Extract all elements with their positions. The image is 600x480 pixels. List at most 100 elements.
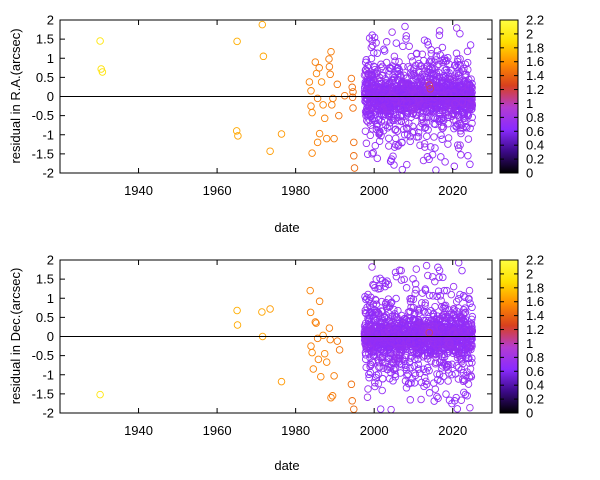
data-point xyxy=(456,290,464,299)
data-point xyxy=(407,320,415,329)
data-point xyxy=(438,135,446,143)
data-point xyxy=(425,81,433,89)
data-point xyxy=(467,320,476,328)
data-point xyxy=(405,42,413,51)
ra-points xyxy=(96,20,477,173)
data-point xyxy=(440,102,448,110)
dec-y-axis-label: residual in Dec.(arcsec) xyxy=(8,268,23,405)
data-point xyxy=(402,32,411,40)
colorbar-tick-label: 0 xyxy=(526,406,533,421)
data-point xyxy=(387,338,395,346)
data-point xyxy=(378,307,387,316)
data-point xyxy=(362,71,370,79)
data-point xyxy=(450,162,459,171)
colorbar-tick-label: 0.4 xyxy=(526,138,544,153)
data-point xyxy=(315,129,324,138)
data-point xyxy=(379,126,388,135)
data-point xyxy=(367,121,375,129)
data-point xyxy=(425,366,433,375)
data-point xyxy=(415,98,424,106)
data-point xyxy=(389,152,397,160)
data-point xyxy=(325,324,334,332)
data-point xyxy=(326,335,334,344)
data-point xyxy=(430,70,438,79)
data-point xyxy=(452,122,460,130)
data-point xyxy=(381,279,390,287)
data-point xyxy=(387,361,395,370)
data-point xyxy=(446,316,455,325)
data-point xyxy=(454,69,463,78)
data-point xyxy=(315,297,324,306)
data-point xyxy=(436,292,445,300)
data-point xyxy=(453,57,462,66)
data-point xyxy=(394,117,402,125)
data-point xyxy=(442,390,450,398)
data-point xyxy=(449,282,458,291)
data-point xyxy=(457,396,466,404)
data-point xyxy=(432,105,441,113)
data-point xyxy=(423,108,431,116)
data-point xyxy=(438,43,447,52)
data-point xyxy=(430,93,439,102)
ra-y-axis-label: residual in R.A.(arcsec) xyxy=(8,28,23,163)
data-point xyxy=(435,266,444,275)
data-point xyxy=(381,86,389,94)
data-point xyxy=(333,80,342,89)
data-point xyxy=(402,99,411,107)
data-point xyxy=(378,319,386,327)
data-point xyxy=(411,61,420,70)
data-point xyxy=(451,370,460,378)
data-point xyxy=(459,306,468,314)
y-tick-label: 2 xyxy=(47,13,54,28)
x-tick-label: 1940 xyxy=(124,423,153,438)
data-point xyxy=(371,295,380,304)
data-point xyxy=(386,342,394,350)
data-point xyxy=(233,306,241,315)
data-point xyxy=(394,141,403,149)
data-point xyxy=(377,80,386,88)
data-point xyxy=(454,363,463,372)
data-point xyxy=(463,391,471,400)
data-point xyxy=(423,38,432,46)
data-point xyxy=(370,338,379,347)
data-point xyxy=(393,356,402,365)
data-point xyxy=(450,61,459,70)
data-point xyxy=(424,41,432,49)
data-point xyxy=(384,110,393,119)
colorbar-tick-label: 1 xyxy=(526,96,533,111)
data-point xyxy=(391,134,400,143)
ra-colorbar-ticks: 00.20.40.60.811.21.41.61.822.2 xyxy=(500,13,544,181)
data-point xyxy=(465,286,474,295)
data-point xyxy=(388,62,397,70)
data-point xyxy=(407,294,416,303)
data-point xyxy=(452,24,461,32)
data-point xyxy=(375,128,384,137)
data-point xyxy=(361,108,370,116)
data-point xyxy=(400,88,409,96)
data-point xyxy=(412,286,420,294)
data-point xyxy=(414,67,423,75)
data-point xyxy=(349,88,357,96)
data-point xyxy=(312,319,320,327)
data-point xyxy=(406,396,415,404)
data-point xyxy=(462,372,470,380)
data-point xyxy=(437,352,446,361)
colorbar-tick-label: 0.8 xyxy=(526,350,544,365)
data-point xyxy=(306,308,315,317)
data-point xyxy=(454,55,462,63)
data-point xyxy=(330,134,338,143)
data-point xyxy=(466,160,474,169)
data-point xyxy=(340,91,349,100)
data-point xyxy=(392,140,400,149)
data-point xyxy=(453,405,462,413)
data-point xyxy=(308,149,316,157)
data-point xyxy=(266,305,274,313)
data-point xyxy=(394,64,402,72)
data-point xyxy=(375,137,384,145)
data-point xyxy=(464,135,473,143)
data-point xyxy=(404,308,413,316)
data-point xyxy=(452,49,461,58)
data-point xyxy=(381,282,389,291)
data-point xyxy=(395,70,403,78)
data-point xyxy=(399,318,407,326)
